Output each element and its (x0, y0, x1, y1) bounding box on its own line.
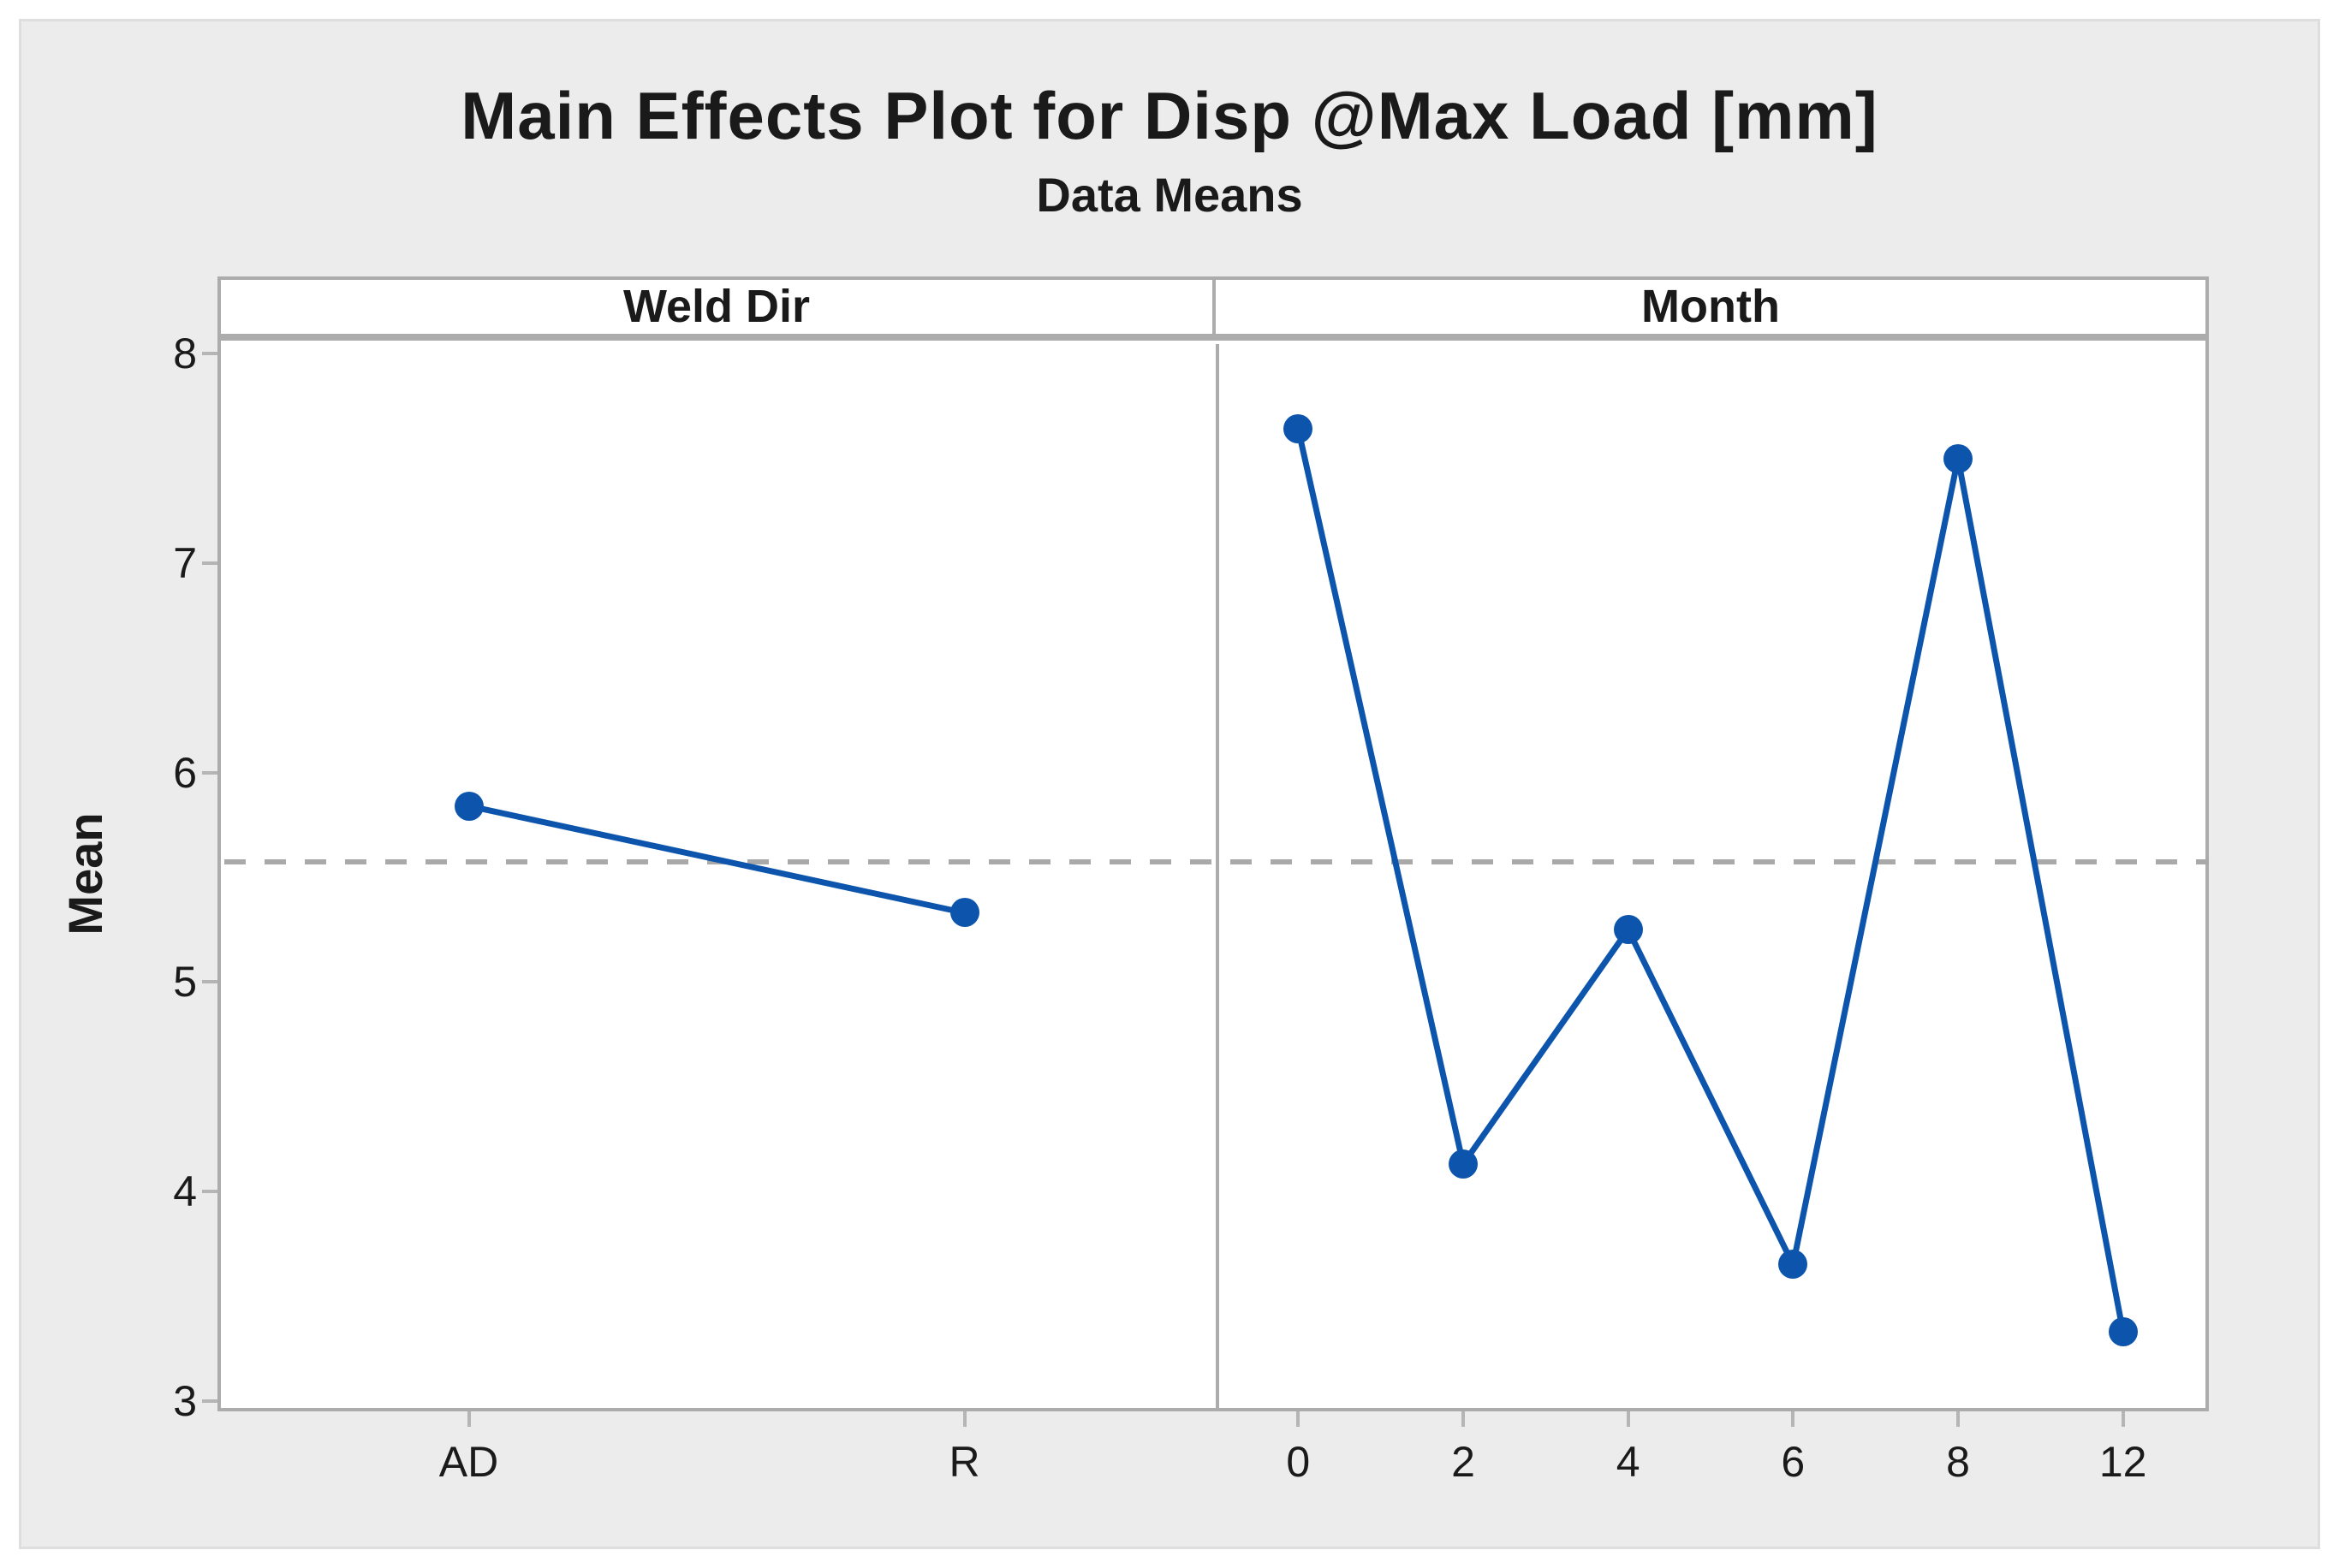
y-tick-mark (202, 1189, 217, 1193)
data-point (1283, 414, 1313, 444)
x-tick-mark (962, 1411, 967, 1427)
x-tick-label: 2 (1451, 1438, 1475, 1486)
y-tick-mark (202, 352, 217, 356)
y-tick-label: 4 (173, 1167, 197, 1215)
y-tick-label: 3 (173, 1376, 197, 1425)
x-tick-mark (1791, 1411, 1795, 1427)
x-tick-mark (1626, 1411, 1630, 1427)
y-tick-label: 5 (173, 958, 197, 1007)
data-point (2108, 1316, 2138, 1346)
x-tick-mark (1296, 1411, 1300, 1427)
plot-area (217, 337, 2209, 1411)
y-tick-mark (202, 561, 217, 565)
y-tick-mark (202, 770, 217, 775)
y-tick-label: 6 (173, 748, 197, 797)
series-line-weld-dir (466, 803, 967, 916)
x-tick-mark (467, 1411, 471, 1427)
x-tick-label: 12 (2098, 1438, 2147, 1486)
data-point (1449, 1149, 1478, 1179)
x-tick-mark (1461, 1411, 1465, 1427)
x-tick-mark (1956, 1411, 1960, 1427)
chart-title: Main Effects Plot for Disp @Max Load [mm… (461, 78, 1878, 153)
data-point (454, 791, 484, 821)
series-polyline (1294, 425, 2127, 1335)
x-tick-mark (2121, 1411, 2125, 1427)
panel-header-divider (1212, 280, 1216, 334)
series-polyline (466, 803, 967, 916)
y-tick-mark (202, 1399, 217, 1403)
y-tick-label: 8 (173, 330, 197, 378)
data-point (1778, 1250, 1808, 1280)
y-tick-mark (202, 980, 217, 984)
series-line-month (1294, 425, 2127, 1335)
x-tick-label: R (949, 1438, 980, 1486)
x-tick-label: 6 (1781, 1438, 1806, 1486)
panel-header-label: Weld Dir (622, 281, 811, 332)
y-tick-label: 7 (173, 538, 197, 587)
panel-header-label: Month (1641, 281, 1780, 332)
data-point (949, 898, 979, 928)
data-point (1613, 915, 1643, 945)
data-point (1943, 443, 1973, 473)
x-tick-label: 0 (1286, 1438, 1311, 1486)
chart-subtitle: Data Means (1036, 168, 1303, 222)
x-tick-label: AD (438, 1438, 499, 1486)
x-tick-label: 8 (1946, 1438, 1970, 1486)
panel-divider (1216, 344, 1219, 1411)
x-tick-label: 4 (1616, 1438, 1640, 1486)
panel-header-strip: Weld Dir Month (217, 276, 2209, 337)
